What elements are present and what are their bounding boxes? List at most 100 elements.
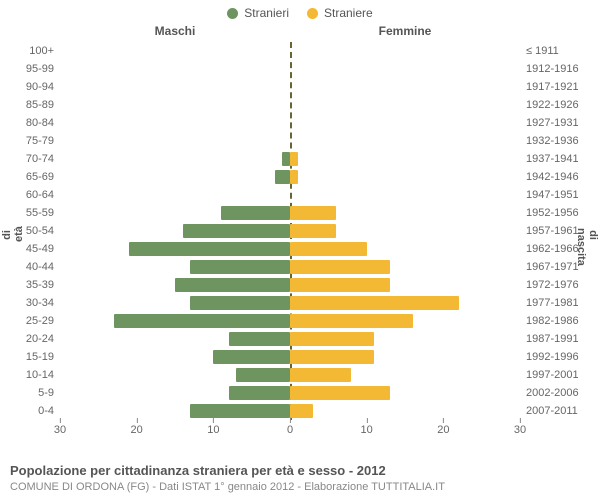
plot-area: 3020100102030 100+≤ 191195-991912-191690…	[60, 42, 520, 420]
birth-year-label: 1932-1936	[520, 135, 579, 147]
table-row: 65-691942-1946	[60, 168, 520, 186]
birth-year-label: 2002-2006	[520, 387, 579, 399]
bar-female	[290, 386, 390, 400]
bar-female	[290, 314, 413, 328]
age-label: 15-19	[26, 351, 60, 363]
table-row: 20-241987-1991	[60, 330, 520, 348]
legend-swatch-male	[227, 8, 238, 19]
legend-item-male: Stranieri	[227, 6, 289, 20]
table-row: 55-591952-1956	[60, 204, 520, 222]
birth-year-label: 1952-1956	[520, 207, 579, 219]
bar-female	[290, 206, 336, 220]
birth-year-label: 1977-1981	[520, 297, 579, 309]
bar-male	[213, 350, 290, 364]
table-row: 50-541957-1961	[60, 222, 520, 240]
table-row: 40-441967-1971	[60, 258, 520, 276]
table-row: 25-291982-1986	[60, 312, 520, 330]
bar-male	[114, 314, 290, 328]
bar-female	[290, 404, 313, 418]
bar-female	[290, 350, 374, 364]
bar-female	[290, 296, 459, 310]
bar-female	[290, 368, 351, 382]
bar-male	[229, 332, 290, 346]
age-label: 40-44	[26, 261, 60, 273]
x-tick: 10	[207, 424, 219, 436]
age-label: 45-49	[26, 243, 60, 255]
bar-male	[190, 260, 290, 274]
table-row: 100+≤ 1911	[60, 42, 520, 60]
age-label: 10-14	[26, 369, 60, 381]
table-row: 45-491962-1966	[60, 240, 520, 258]
chart: Fasce di età Anni di nascita Maschi Femm…	[0, 20, 600, 450]
legend-label-male: Stranieri	[244, 6, 289, 20]
birth-year-label: 2007-2011	[520, 405, 578, 417]
bar-male	[221, 206, 290, 220]
table-row: 30-341977-1981	[60, 294, 520, 312]
x-tick: 20	[131, 424, 143, 436]
birth-year-label: 1982-1986	[520, 315, 579, 327]
age-label: 95-99	[26, 63, 60, 75]
x-axis: 3020100102030	[60, 422, 520, 442]
bar-male	[190, 404, 290, 418]
birth-year-label: 1917-1921	[520, 81, 579, 93]
birth-year-label: 1987-1991	[520, 333, 579, 345]
bar-female	[290, 152, 298, 166]
x-tick: 30	[514, 424, 526, 436]
table-row: 60-641947-1951	[60, 186, 520, 204]
age-label: 25-29	[26, 315, 60, 327]
col-title-female: Femmine	[290, 24, 520, 38]
age-label: 35-39	[26, 279, 60, 291]
bar-male	[275, 170, 290, 184]
birth-year-label: 1992-1996	[520, 351, 579, 363]
age-label: 30-34	[26, 297, 60, 309]
age-label: 75-79	[26, 135, 60, 147]
age-label: 5-9	[38, 387, 60, 399]
col-title-male: Maschi	[60, 24, 290, 38]
bar-female	[290, 242, 367, 256]
birth-year-label: 1962-1966	[520, 243, 579, 255]
age-label: 80-84	[26, 117, 60, 129]
age-label: 0-4	[38, 405, 60, 417]
age-label: 90-94	[26, 81, 60, 93]
chart-footer: Popolazione per cittadinanza straniera p…	[10, 463, 590, 494]
legend-swatch-female	[307, 8, 318, 19]
y-right-axis-title: Anni di nascita	[575, 228, 600, 242]
bar-male	[190, 296, 290, 310]
bar-male	[129, 242, 290, 256]
birth-year-label: 1947-1951	[520, 189, 579, 201]
table-row: 85-891922-1926	[60, 96, 520, 114]
bar-male	[183, 224, 290, 238]
x-tick: 10	[361, 424, 373, 436]
bar-female	[290, 332, 374, 346]
table-row: 75-791932-1936	[60, 132, 520, 150]
birth-year-label: 1997-2001	[520, 369, 579, 381]
birth-year-label: ≤ 1911	[520, 45, 559, 57]
table-row: 0-42007-2011	[60, 402, 520, 420]
table-row: 5-92002-2006	[60, 384, 520, 402]
age-label: 85-89	[26, 99, 60, 111]
birth-year-label: 1927-1931	[520, 117, 579, 129]
birth-year-label: 1942-1946	[520, 171, 579, 183]
birth-year-label: 1967-1971	[520, 261, 579, 273]
x-tick: 20	[437, 424, 449, 436]
bar-male	[229, 386, 290, 400]
table-row: 10-141997-2001	[60, 366, 520, 384]
age-label: 60-64	[26, 189, 60, 201]
table-row: 80-841927-1931	[60, 114, 520, 132]
bar-female	[290, 278, 390, 292]
bar-female	[290, 224, 336, 238]
column-titles: Maschi Femmine	[60, 24, 520, 38]
chart-title: Popolazione per cittadinanza straniera p…	[10, 463, 590, 480]
table-row: 35-391972-1976	[60, 276, 520, 294]
chart-subtitle: COMUNE DI ORDONA (FG) - Dati ISTAT 1° ge…	[10, 480, 590, 494]
table-row: 90-941917-1921	[60, 78, 520, 96]
bar-female	[290, 260, 390, 274]
table-row: 95-991912-1916	[60, 60, 520, 78]
age-label: 20-24	[26, 333, 60, 345]
age-label: 50-54	[26, 225, 60, 237]
bar-male	[236, 368, 290, 382]
legend: Stranieri Straniere	[0, 0, 600, 20]
birth-year-label: 1912-1916	[520, 63, 579, 75]
bar-female	[290, 170, 298, 184]
x-tick: 0	[287, 424, 293, 436]
